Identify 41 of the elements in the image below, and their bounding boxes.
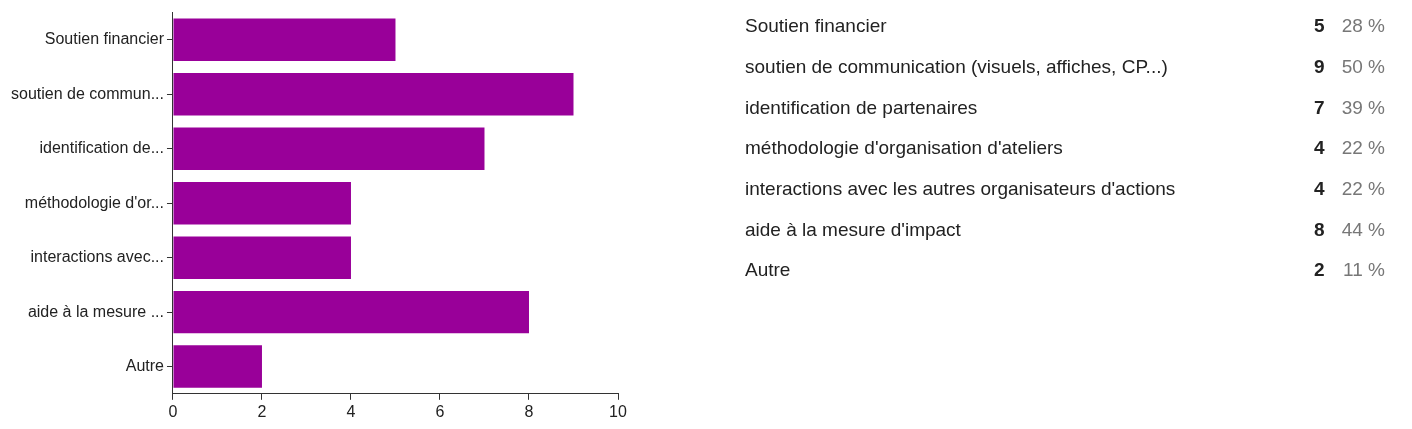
y-tick-label: soutien de commun...: [11, 84, 164, 102]
data-label: 4: [1313, 178, 1325, 201]
data-label: 8: [1313, 218, 1325, 241]
y-tick-label: Autre: [125, 356, 165, 374]
data-label: 7: [1313, 96, 1325, 119]
x-tick-label: 8: [524, 402, 534, 420]
text: 11 %: [1342, 259, 1385, 282]
bar: [173, 290, 529, 334]
text: 50 %: [1340, 56, 1385, 79]
x-tick-label: 4: [346, 402, 356, 420]
data-label: 4: [1313, 137, 1325, 160]
category-label: méthodologie d'organisation d'ateliers: [745, 137, 1064, 160]
y-tick-label: Soutien financier: [44, 30, 165, 48]
text: 22 %: [1340, 137, 1385, 160]
bar: [173, 73, 574, 116]
x-tick-label: 0: [168, 402, 178, 420]
text: 28 %: [1340, 15, 1385, 38]
category-label: aide à la mesure d'impact: [745, 218, 962, 241]
bar: [173, 345, 262, 388]
y-tick-label: méthodologie d'or...: [24, 193, 164, 211]
y-tick-label: aide à la mesure ...: [27, 302, 164, 320]
text: 22 %: [1340, 178, 1385, 201]
category-label: Soutien financier: [745, 15, 888, 38]
category-label: soutien de communication (visuels, affiches, CP...): [745, 56, 1169, 79]
category-label: Autre: [745, 259, 792, 282]
x-tick-label: 10: [609, 402, 627, 420]
data-label: 5: [1313, 15, 1325, 38]
text: 44 %: [1340, 218, 1385, 241]
category-label: identification de partenaires: [745, 96, 979, 119]
data-label: 9: [1313, 56, 1325, 79]
y-tick-label: identification de...: [39, 139, 164, 157]
x-tick-label: 6: [435, 402, 445, 420]
bar: [173, 236, 351, 279]
category-label: interactions avec les autres organisateurs d'actions: [745, 178, 1177, 201]
y-tick-label: interactions avec...: [30, 248, 164, 266]
bar: [173, 127, 485, 170]
text: 39 %: [1340, 96, 1385, 119]
data-label: 2: [1313, 259, 1325, 282]
x-tick-label: 2: [257, 402, 267, 420]
bar: [173, 18, 396, 62]
bar: [173, 181, 351, 225]
